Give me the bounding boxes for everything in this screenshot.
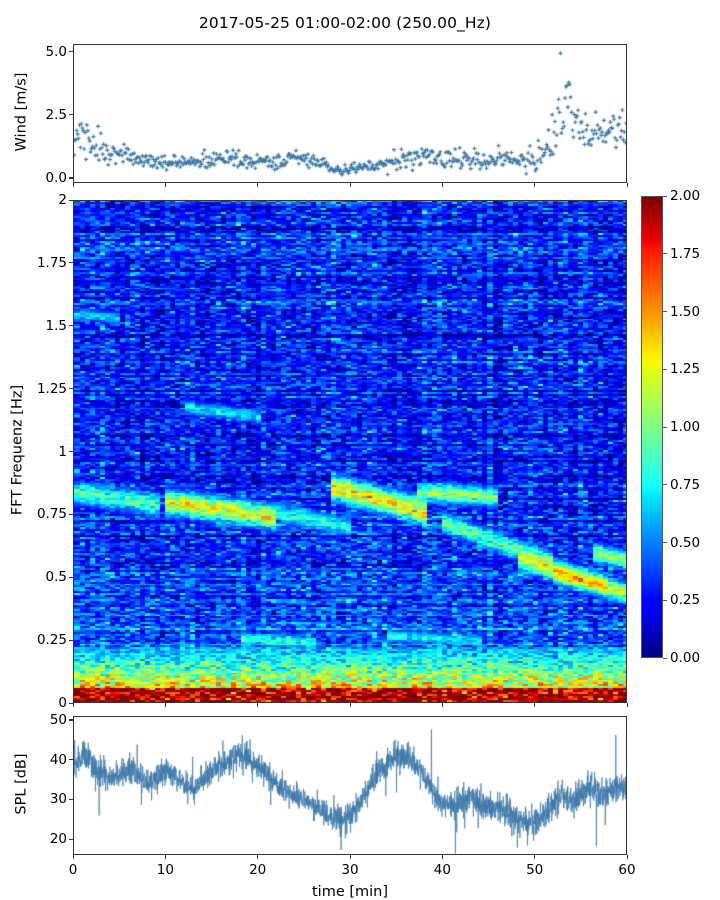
y-tick-mark <box>69 114 73 116</box>
colorbar-tick-label: 0.75 <box>670 476 701 493</box>
colorbar-tick-label: 0.25 <box>670 592 701 609</box>
y-tick-mark <box>69 759 73 761</box>
spl-panel-axes <box>73 716 627 855</box>
wind-axis-label: Wind [m/s] <box>13 72 29 151</box>
x-tick-mark <box>534 183 536 187</box>
y-tick-label: 40 <box>49 751 67 768</box>
colorbar-tick-label: 1.00 <box>670 419 701 435</box>
x-tick-mark <box>441 855 443 859</box>
x-tick-mark <box>349 855 351 859</box>
spl-axis-label: SPL [dB] <box>13 752 29 815</box>
y-tick-mark <box>69 177 73 179</box>
y-tick-label: 1.5 <box>45 317 67 334</box>
x-tick-mark <box>72 703 74 707</box>
y-tick-mark <box>69 719 73 721</box>
x-tick-label: 10 <box>156 862 174 878</box>
figure-title: 2017-05-25 01:00-02:00 (250.00_Hz) <box>198 14 492 32</box>
y-tick-mark <box>69 451 73 453</box>
x-tick-mark <box>441 183 443 187</box>
colorbar-tick-mark <box>663 195 667 197</box>
x-tick-mark <box>626 703 628 707</box>
colorbar-tick-mark <box>663 311 667 313</box>
x-tick-mark <box>626 183 628 187</box>
y-tick-mark <box>69 798 73 800</box>
colorbar-tick-label: 1.75 <box>670 245 701 262</box>
y-tick-label: 2.5 <box>45 106 67 123</box>
x-tick-label: 50 <box>526 862 544 878</box>
y-tick-label: 1.25 <box>36 380 67 397</box>
x-tick-mark <box>72 183 74 187</box>
x-tick-mark <box>257 183 259 187</box>
x-tick-mark <box>349 703 351 707</box>
colorbar-tick-mark <box>663 368 667 370</box>
y-tick-mark <box>69 51 73 53</box>
y-tick-mark <box>69 388 73 390</box>
colorbar-tick-mark <box>663 657 667 659</box>
frequency-axis-label: FFT Frequenz [Hz] <box>9 384 25 515</box>
y-tick-label: 2 <box>58 192 67 208</box>
y-tick-mark <box>69 199 73 201</box>
x-tick-mark <box>441 703 443 707</box>
x-tick-mark <box>349 183 351 187</box>
y-tick-label: 0.25 <box>36 632 67 649</box>
colorbar-tick-label: 1.50 <box>670 303 701 320</box>
x-tick-mark <box>72 855 74 859</box>
y-tick-label: 1.75 <box>36 254 67 271</box>
colorbar-axes[interactable] <box>641 196 663 658</box>
y-tick-mark <box>69 576 73 578</box>
colorbar-gradient <box>642 197 662 657</box>
x-tick-mark <box>626 855 628 859</box>
wind-scatter-canvas <box>74 45 626 182</box>
y-tick-label: 0.75 <box>36 506 67 523</box>
y-tick-mark <box>69 838 73 840</box>
colorbar-tick-mark <box>663 426 667 428</box>
spectrogram-canvas <box>74 201 626 702</box>
colorbar-tick-mark <box>663 253 667 255</box>
x-tick-mark <box>534 855 536 859</box>
y-tick-label: 0.5 <box>45 569 67 586</box>
spl-line-canvas <box>74 717 626 854</box>
colorbar-tick-label: 2.00 <box>670 188 701 204</box>
y-tick-label: 0 <box>58 695 67 711</box>
y-tick-label: 5.0 <box>45 43 67 60</box>
x-tick-mark <box>257 855 259 859</box>
spectrogram-axes <box>73 200 627 703</box>
colorbar-tick-mark <box>663 542 667 544</box>
x-tick-mark <box>534 703 536 707</box>
x-tick-label: 20 <box>249 862 267 878</box>
x-tick-mark <box>164 703 166 707</box>
y-tick-label: 50 <box>49 711 67 728</box>
colorbar-tick-label: 1.25 <box>670 361 701 378</box>
x-tick-label: 30 <box>341 862 359 878</box>
y-tick-mark <box>69 702 73 704</box>
y-tick-mark <box>69 639 73 641</box>
x-tick-label: 0 <box>68 862 78 878</box>
y-tick-mark <box>69 513 73 515</box>
wind-panel-axes <box>73 44 627 183</box>
x-tick-label: 40 <box>433 862 451 878</box>
y-tick-mark <box>69 262 73 264</box>
y-tick-label: 1 <box>58 443 67 460</box>
colorbar-tick-label: 0.00 <box>670 650 701 666</box>
y-tick-label: 20 <box>49 831 67 848</box>
y-tick-label: 30 <box>49 791 67 808</box>
colorbar-tick-mark <box>663 484 667 486</box>
x-tick-label: 60 <box>618 862 636 878</box>
x-tick-mark <box>164 855 166 859</box>
x-tick-mark <box>257 703 259 707</box>
time-axis-label: time [min] <box>311 884 389 900</box>
y-tick-label: 0.0 <box>45 169 67 186</box>
colorbar-tick-mark <box>663 599 667 601</box>
y-tick-mark <box>69 325 73 327</box>
x-tick-mark <box>164 183 166 187</box>
colorbar-tick-label: 0.50 <box>670 534 701 551</box>
